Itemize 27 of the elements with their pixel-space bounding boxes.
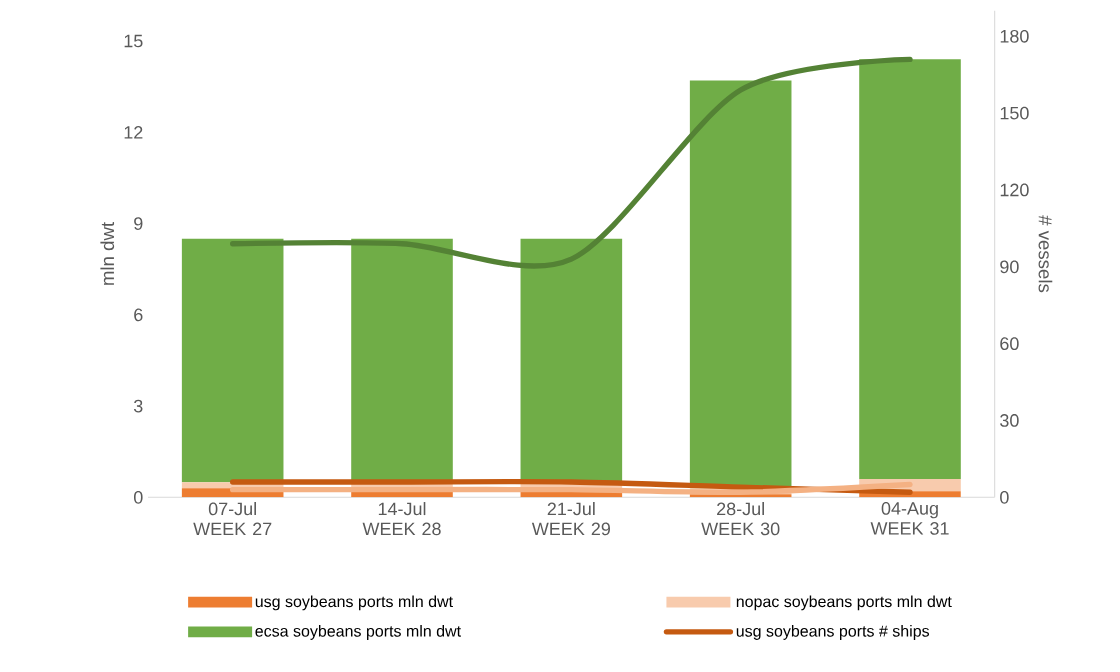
bar xyxy=(859,59,961,480)
y-tick-label: 3 xyxy=(133,399,143,413)
y-tick-label: 12 xyxy=(124,126,143,139)
y2-tick-label: 180 xyxy=(1000,29,1029,43)
y-axis-title: mln dwt xyxy=(100,222,115,285)
y2-tick-label: 30 xyxy=(1000,414,1019,427)
y2-tick-label: 120 xyxy=(1000,183,1029,197)
legend-label: ecsa soybeans ports mln dwt xyxy=(255,625,461,640)
y2-tick-label: 60 xyxy=(1000,337,1019,351)
bar xyxy=(181,238,284,483)
legend-label: nopac soybeans ports mln dwt xyxy=(736,595,952,611)
y2-tick-label: 90 xyxy=(1000,260,1019,274)
x-tick-label: 14-Jul WEEK 28 xyxy=(362,502,441,536)
y2-axis-title: # vessels xyxy=(1038,215,1053,293)
bar xyxy=(520,238,623,483)
y-tick-label: 0 xyxy=(133,490,143,504)
x-tick-label: 21-Jul WEEK 29 xyxy=(531,502,610,536)
y-tick-label: 6 xyxy=(134,308,143,322)
y2-tick-label: 150 xyxy=(1000,106,1029,120)
y-tick-label: 15 xyxy=(124,34,143,48)
legend-label: usg soybeans ports mln dwt xyxy=(255,595,453,611)
y2-tick-label: 0 xyxy=(1000,490,1009,504)
x-tick-label: 28-Jul WEEK 30 xyxy=(701,502,780,536)
x-tick-label: 04-Aug WEEK 31 xyxy=(870,502,949,535)
legend-label: usg soybeans ports # ships xyxy=(736,625,930,640)
y-tick-label: 9 xyxy=(134,217,143,230)
x-tick-label: 07-Jul WEEK 27 xyxy=(193,502,272,536)
